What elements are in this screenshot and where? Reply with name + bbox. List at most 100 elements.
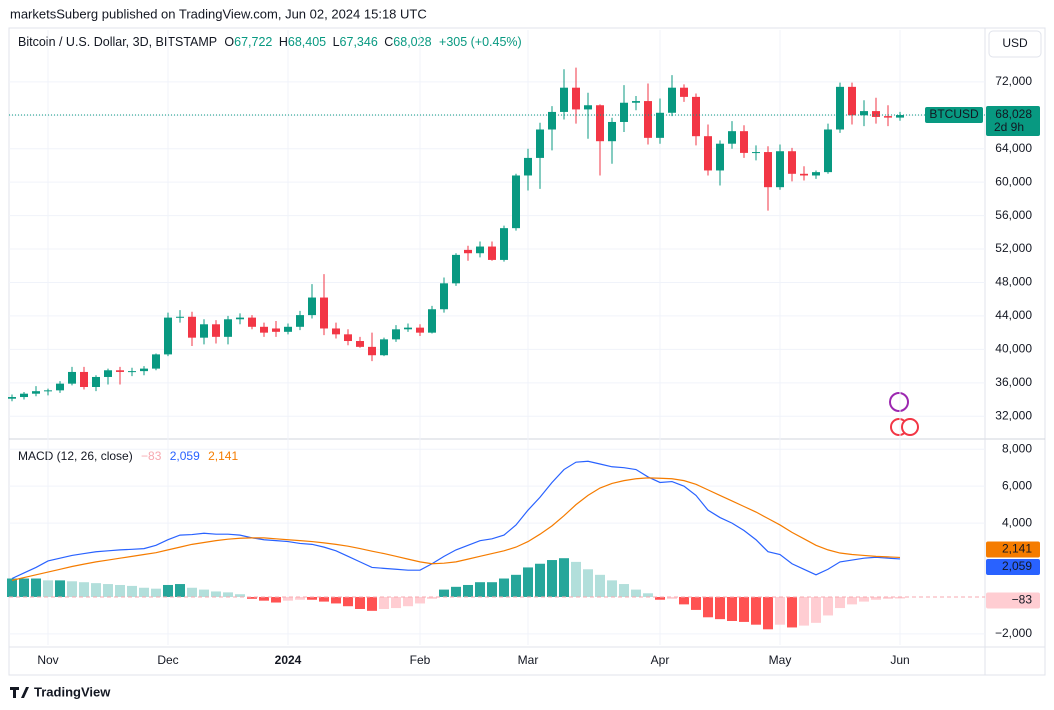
histogram-bar <box>115 584 125 597</box>
histogram-bar <box>859 596 869 602</box>
histogram-bar <box>787 596 797 628</box>
histogram-bar <box>667 596 677 599</box>
signal-last: 2,141 <box>208 449 238 463</box>
candle-body <box>320 297 328 329</box>
histogram-bar <box>415 596 425 604</box>
histogram-bar <box>403 596 413 607</box>
candle-body <box>380 339 388 356</box>
histogram-bar <box>223 592 233 597</box>
histogram-bar <box>259 596 269 601</box>
candle-body <box>212 324 220 337</box>
candle-body <box>572 87 580 110</box>
candle-body <box>140 368 148 372</box>
histogram-bar <box>451 586 461 597</box>
histogram-bar <box>235 594 245 597</box>
candle-body <box>104 370 112 377</box>
histogram-bar <box>343 596 353 607</box>
histogram-bar <box>7 578 17 597</box>
x-tick-label: Feb <box>410 653 431 667</box>
histogram-bar <box>895 596 905 599</box>
candle-body <box>200 324 208 338</box>
histogram-bar <box>67 581 77 597</box>
candle-body <box>308 297 316 316</box>
candle-body <box>836 86 844 130</box>
candle-body <box>512 175 520 229</box>
publisher: marketsSuberg published on TradingView.c… <box>10 6 427 21</box>
y-tick-label: 32,000 <box>995 408 1032 422</box>
candle-body <box>656 112 664 138</box>
candle-body <box>392 329 400 340</box>
ohlc-key: O <box>224 35 234 49</box>
candle-body <box>236 317 244 320</box>
series-tag-box <box>986 541 1040 558</box>
y-tick-label: 56,000 <box>995 208 1032 222</box>
histogram-bar <box>187 587 197 597</box>
candle-body <box>80 371 88 387</box>
histogram-bar <box>379 596 389 609</box>
histogram-bar <box>127 585 137 597</box>
candle-body <box>548 111 556 130</box>
candle-body <box>440 283 448 310</box>
histogram-bar <box>883 596 893 599</box>
price-tag-box <box>986 106 1040 137</box>
x-tick-label: 2024 <box>275 653 302 667</box>
histogram-bar <box>691 596 701 610</box>
candle-body <box>176 316 184 318</box>
histogram-bar <box>31 578 41 597</box>
candle-body <box>272 328 280 332</box>
candle-body <box>488 246 496 260</box>
histogram-bar <box>199 589 209 597</box>
frame <box>8 27 1046 676</box>
macd-legend: MACD (12, 26, close) −83 2,059 2,141 <box>18 449 238 463</box>
candle-body <box>632 101 640 103</box>
macd-line <box>11 460 901 580</box>
candle-body <box>740 131 748 153</box>
candle-body <box>476 246 484 254</box>
x-tick-label: Jun <box>890 653 909 667</box>
histogram-bar <box>103 584 113 597</box>
histogram-bar <box>583 569 593 597</box>
candle-body <box>32 391 40 394</box>
candle-body <box>92 376 100 387</box>
histogram-bar <box>643 593 653 597</box>
candle-body <box>680 87 688 97</box>
candle-body <box>668 87 676 113</box>
histogram-bar <box>763 596 773 630</box>
y-tick-label: 64,000 <box>995 141 1032 155</box>
candle-body <box>608 121 616 142</box>
histogram-bar <box>151 588 161 597</box>
event-icons <box>889 392 919 436</box>
ohlc-key: L <box>333 35 340 49</box>
histogram-bar <box>79 582 89 597</box>
histogram-bar <box>247 596 257 599</box>
y-tick-label: 36,000 <box>995 375 1032 389</box>
currency[interactable]: USD <box>1002 36 1028 50</box>
histogram-bar <box>139 587 149 597</box>
histogram-bar <box>679 596 689 605</box>
histogram-bar <box>799 596 809 626</box>
candle-body <box>20 393 28 398</box>
logo <box>10 687 29 698</box>
currency-button[interactable] <box>988 30 1042 58</box>
histogram-bar <box>283 596 293 601</box>
candle-body <box>356 341 364 347</box>
histogram-bar <box>811 596 821 623</box>
candle-body <box>224 319 232 337</box>
countdown: 2d 9h <box>994 120 1024 134</box>
histogram-bar <box>775 596 785 625</box>
x-tick-label: Apr <box>651 653 670 667</box>
candle-body <box>716 143 724 171</box>
y-tick-label: 4,000 <box>1002 515 1032 529</box>
icon <box>901 418 919 436</box>
histogram-bar <box>595 574 605 597</box>
hist-tag: −83 <box>1012 593 1033 607</box>
ohlc-value: 67,346 <box>340 35 378 49</box>
histogram-bar <box>475 582 485 597</box>
candle-body <box>620 102 628 122</box>
y-tick-label: 44,000 <box>995 308 1032 322</box>
icon <box>889 392 909 412</box>
candle-body <box>296 315 304 327</box>
histogram-bar <box>307 596 317 600</box>
ohlc-value: 67,722 <box>234 35 272 49</box>
candle-body <box>824 129 832 173</box>
